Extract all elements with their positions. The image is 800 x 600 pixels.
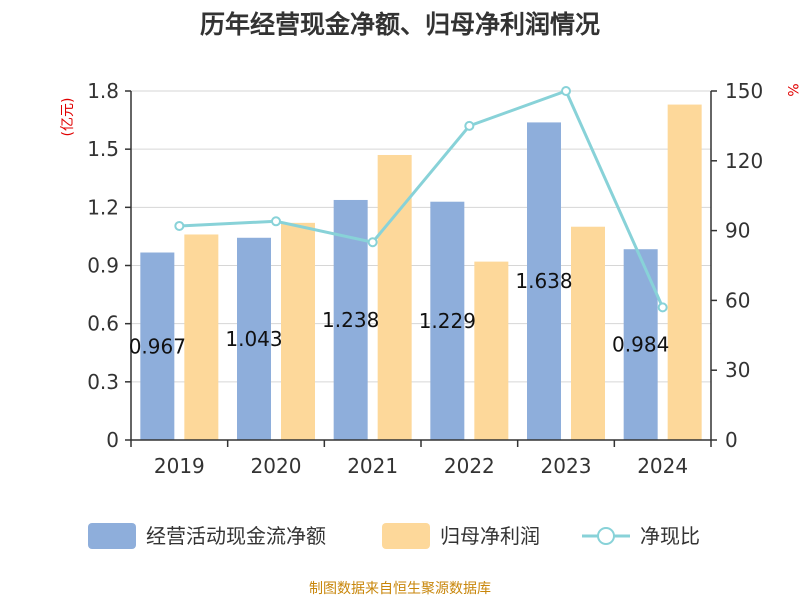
right-tick-label: 60	[725, 288, 750, 312]
legend-label-profit: 归母净利润	[440, 524, 540, 548]
left-tick-label: 1.5	[87, 137, 119, 161]
bar-profit-2020	[281, 222, 315, 440]
x-tick-label: 2022	[444, 454, 495, 478]
x-tick-label: 2019	[154, 454, 205, 478]
grid-lines	[131, 90, 711, 383]
x-tick-label: 2020	[251, 454, 302, 478]
left-tick-label: 0.6	[87, 312, 119, 336]
ratio-point-2023	[561, 86, 571, 96]
data-label-cashflow-2024: 0.984	[612, 333, 669, 357]
bar-cashflow-2022	[430, 201, 465, 440]
bar-cashflow-2019	[140, 252, 175, 440]
right-tick-label: 90	[725, 219, 750, 243]
left-axis-unit: (亿元)	[60, 98, 76, 137]
bar-profit-2019	[184, 234, 219, 440]
ratio-line-path	[179, 89, 665, 308]
ratio-line	[174, 86, 668, 313]
bar-profit-2024	[667, 104, 702, 441]
right-tick-label: 30	[725, 358, 750, 382]
bar-marks	[140, 104, 702, 441]
axes	[125, 90, 717, 447]
legend-label-cashflow: 经营活动现金流净额	[146, 524, 326, 548]
legend-marker-ratio	[597, 527, 615, 545]
x-tick-label: 2021	[347, 454, 398, 478]
bar-profit-2022	[474, 261, 509, 440]
left-tick-label: 1.2	[87, 195, 119, 219]
right-tick-label: 0	[725, 428, 738, 452]
right-axis-unit: %	[784, 83, 800, 96]
legend-label-ratio: 净现比	[640, 524, 700, 548]
left-tick-label: 1.8	[87, 79, 119, 103]
data-label-cashflow-2019: 0.967	[129, 334, 186, 358]
right-tick-label: 150	[725, 79, 763, 103]
chart-title: 历年经营现金净额、归母净利润情况	[200, 10, 600, 39]
data-labels: 0.967 1.043 1.238 1.229 1.638 0.984	[129, 269, 670, 358]
legend-swatch-profit	[382, 523, 430, 549]
x-tick-label: 2023	[541, 454, 592, 478]
bar-cashflow-2020	[237, 237, 271, 440]
ratio-point-2020	[271, 216, 281, 227]
ratio-point-2022	[464, 120, 475, 131]
data-label-cashflow-2020: 1.043	[225, 327, 282, 351]
legend-swatch-cashflow	[88, 523, 136, 549]
ratio-point-2019	[174, 220, 185, 231]
ratio-point-2024	[657, 302, 668, 313]
left-tick-label: 0.3	[87, 370, 119, 394]
data-label-cashflow-2023: 1.638	[515, 269, 572, 293]
data-label-cashflow-2022: 1.229	[419, 309, 476, 333]
bar-profit-2021	[377, 154, 412, 440]
source-note: 制图数据来自恒生聚源数据库	[309, 581, 491, 597]
bar-cashflow-2023	[527, 122, 561, 440]
ratio-point-2021	[367, 237, 378, 248]
left-tick-label: 0	[106, 428, 119, 452]
right-tick-label: 120	[725, 149, 763, 173]
left-tick-label: 0.9	[87, 254, 119, 278]
data-label-cashflow-2021: 1.238	[322, 308, 379, 332]
x-tick-label: 2024	[637, 454, 688, 478]
bar-profit-2023	[571, 226, 605, 440]
tick-labels: 0 0.3 0.6 0.9 1.2 1.5 1.8 0 30 60 90 120 150 2019 2020…	[87, 79, 763, 478]
legend: 经营活动现金流净额 归母净利润 净现比	[88, 523, 700, 549]
